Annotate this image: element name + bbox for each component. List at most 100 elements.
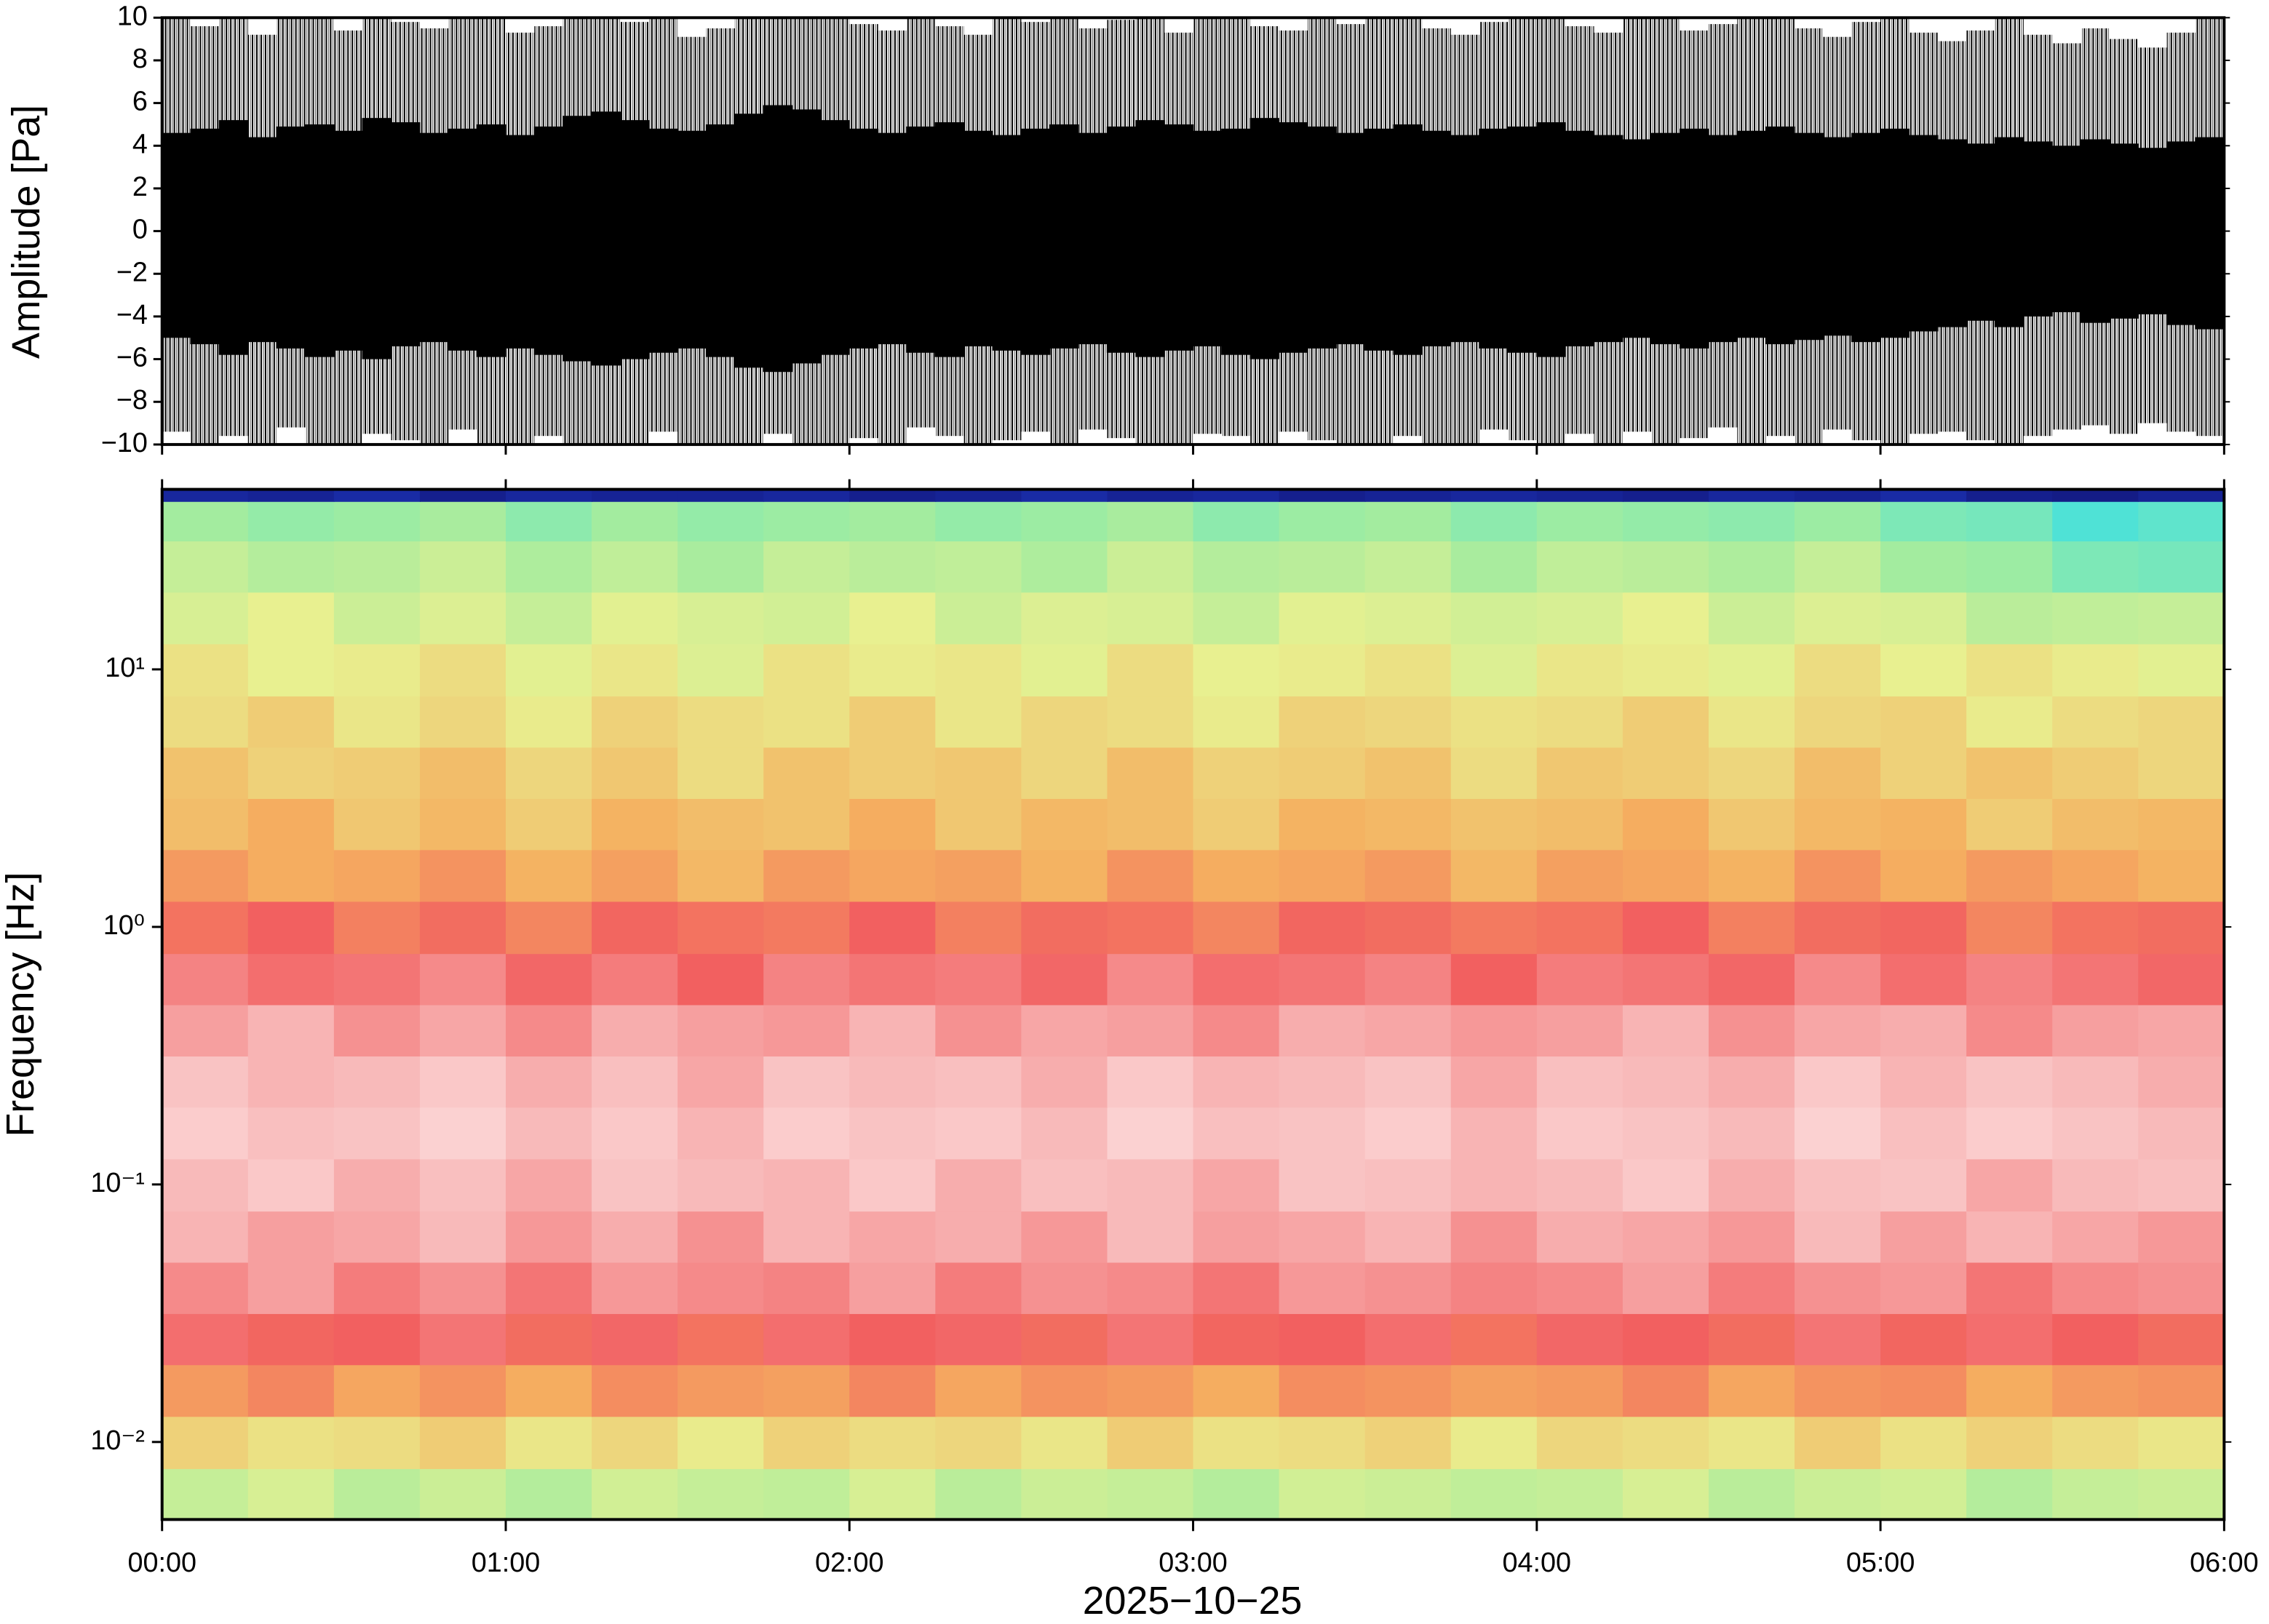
- spectrogram-cell: [162, 592, 249, 645]
- spectrogram-cell: [1279, 849, 1366, 902]
- spectrogram-cell: [935, 1107, 1022, 1160]
- spectrogram-cell: [1107, 1313, 1194, 1366]
- spectrogram-cell: [677, 592, 765, 645]
- core-envelope: [791, 109, 822, 364]
- spectrogram-cell: [247, 1004, 335, 1057]
- spectrogram-cell: [1795, 953, 1882, 1006]
- x-tick-label: 04:00: [1503, 1548, 1572, 1578]
- spectrogram-cell: [1536, 1416, 1624, 1470]
- spectrogram-cell: [1450, 901, 1538, 955]
- spectrogram-cell: [592, 592, 679, 645]
- spectrogram-cell: [505, 1158, 593, 1212]
- spectrogram-cell: [677, 798, 765, 851]
- spectrogram-cell: [1364, 901, 1452, 955]
- spectrogram-cell: [1021, 501, 1108, 542]
- spectrogram-cell: [247, 1107, 335, 1160]
- spectrogram-cell: [1193, 1211, 1280, 1263]
- spectrogram-cell: [849, 953, 937, 1006]
- core-envelope: [906, 126, 936, 353]
- spectrogram-cell: [849, 1468, 937, 1520]
- spectrogram-cell: [849, 643, 937, 697]
- spectrogram-cell: [333, 501, 421, 542]
- spectrogram-cell: [1279, 1416, 1366, 1470]
- spectrogram-cell: [1450, 1364, 1538, 1417]
- core-envelope: [1880, 128, 1910, 338]
- spectrogram-cell: [333, 1416, 421, 1470]
- spectrogram-cell: [333, 592, 421, 645]
- spectrogram-cell: [1364, 953, 1452, 1006]
- spectrogram-cell: [247, 1468, 335, 1520]
- spectrogram-cell: [1279, 1056, 1366, 1108]
- spectrogram-cell: [247, 747, 335, 800]
- core-envelope: [1536, 122, 1566, 357]
- spectrogram-cell: [1193, 501, 1280, 542]
- spectrogram-cell: [2138, 696, 2225, 748]
- core-envelope: [705, 124, 736, 357]
- spectrogram-cell: [935, 747, 1022, 800]
- spectrogram-cell: [1364, 1364, 1452, 1417]
- spectrogram-cell: [247, 1416, 335, 1470]
- spectrogram-cell: [677, 1158, 765, 1212]
- spectrogram-cell: [162, 1107, 249, 1160]
- spectrogram-cell: [1622, 592, 1709, 645]
- core-envelope: [820, 120, 850, 355]
- spectrogram-cell: [1880, 798, 1968, 851]
- spectrogram-cell: [1795, 1107, 1882, 1160]
- spectrogram-cell: [1536, 953, 1624, 1006]
- spectrogram-cell: [1279, 696, 1366, 748]
- spectrogram-cell: [1622, 643, 1709, 697]
- spectrogram-cell: [419, 1468, 506, 1520]
- spectrogram-cell: [1107, 747, 1194, 800]
- spectrogram-cell: [935, 1313, 1022, 1366]
- spectrogram-cell: [333, 1107, 421, 1160]
- spectrogram-cell: [247, 489, 335, 502]
- spectrogram-cell: [1795, 1262, 1882, 1314]
- spectrogram-cell: [763, 1056, 851, 1108]
- spectrogram-cell: [1021, 1158, 1108, 1212]
- spectrogram-cell: [1279, 1107, 1366, 1160]
- spectrogram-cell: [419, 849, 506, 902]
- spectrogram-cell: [763, 1416, 851, 1470]
- spectrogram-cell: [849, 901, 937, 955]
- spectrogram-cell: [1450, 1262, 1538, 1314]
- spectrogram-cell: [1107, 1262, 1194, 1314]
- y-tick-label: 10¹: [105, 653, 145, 683]
- spectrogram-cell: [1622, 1262, 1709, 1314]
- spectrogram-cell: [592, 1313, 679, 1366]
- spectrogram-cell: [419, 1107, 506, 1160]
- spectrogram-cell: [162, 849, 249, 902]
- spectrogram-cell: [1193, 1107, 1280, 1160]
- spectrogram-cell: [162, 501, 249, 542]
- spectrogram-cell: [1364, 1158, 1452, 1212]
- spectrogram-cell: [1708, 901, 1796, 955]
- spectrogram-cell: [592, 1004, 679, 1057]
- core-envelope: [218, 120, 249, 355]
- spectrogram-cell: [1536, 696, 1624, 748]
- spectrogram-cell: [849, 1262, 937, 1314]
- spectrogram-cell: [1880, 1313, 1968, 1366]
- spectrogram-cell: [1193, 1158, 1280, 1212]
- core-envelope: [1994, 137, 2024, 327]
- spectrogram-cell: [1708, 696, 1796, 748]
- spectrogram-cell: [1107, 798, 1194, 851]
- spectrogram-cell: [1107, 489, 1194, 502]
- spectrogram-cell: [1966, 592, 2054, 645]
- spectrogram-cell: [1880, 1364, 1968, 1417]
- spectrogram-cell: [1795, 1056, 1882, 1108]
- core-envelope: [448, 128, 478, 351]
- spectrogram-cell: [1450, 1468, 1538, 1520]
- y-tick-label: −6: [116, 343, 148, 373]
- spectrogram-cell: [1021, 696, 1108, 748]
- spectrogram-cell: [1966, 541, 2054, 593]
- spectrogram-cell: [763, 747, 851, 800]
- spectrogram-cell: [1107, 643, 1194, 697]
- spectrogram-cell: [505, 901, 593, 955]
- spectrogram-cell: [592, 643, 679, 697]
- core-envelope: [1794, 132, 1824, 341]
- core-envelope: [477, 124, 506, 357]
- spectrogram-cell: [505, 1004, 593, 1057]
- spectrogram-cell: [1450, 849, 1538, 902]
- core-envelope: [2137, 148, 2168, 314]
- core-envelope: [1937, 139, 1967, 327]
